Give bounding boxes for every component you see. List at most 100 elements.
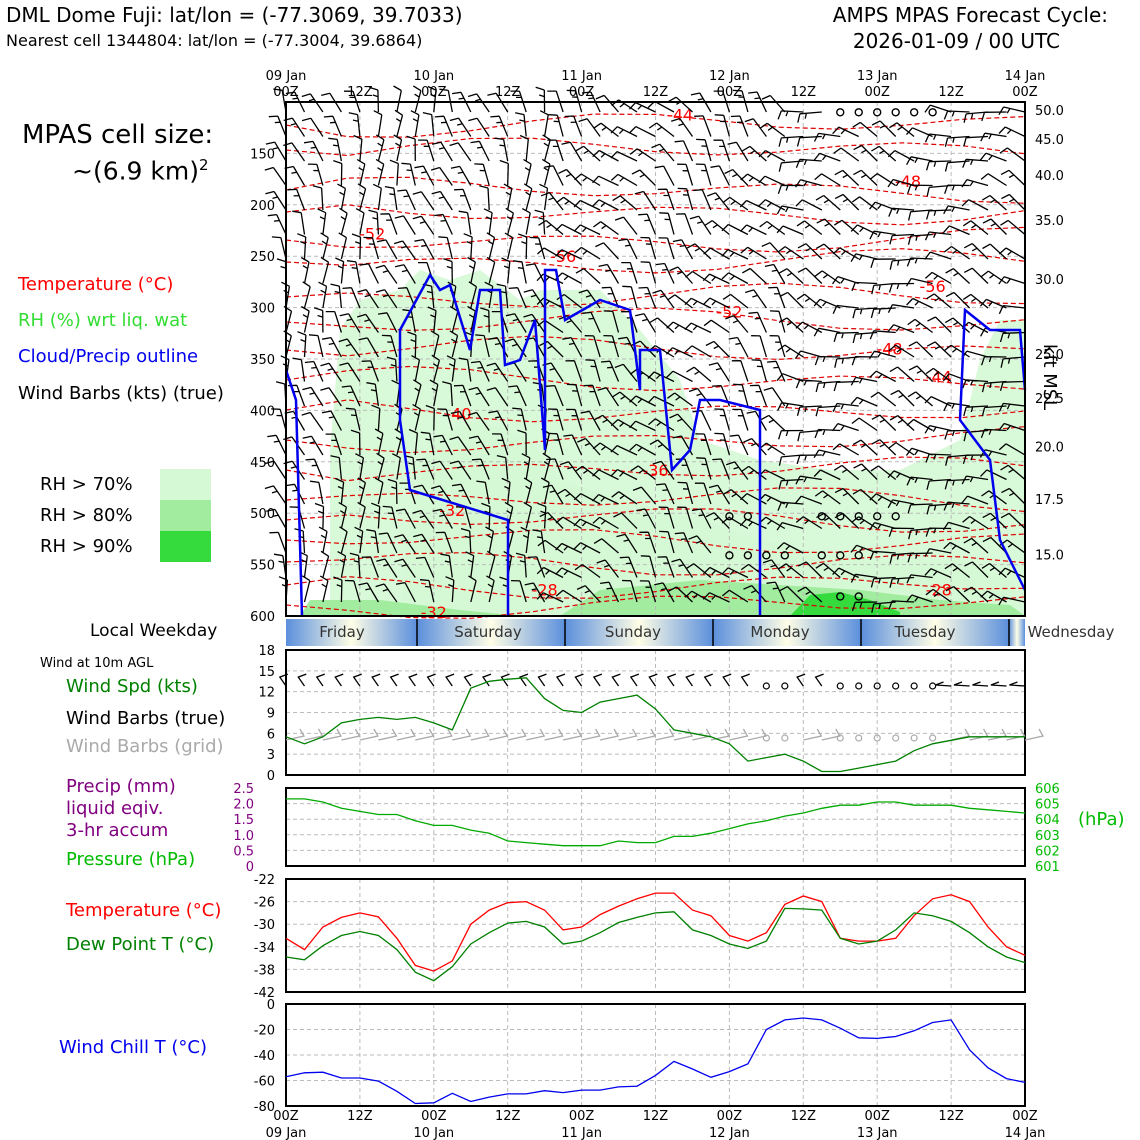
wind-barb [610,151,638,162]
wind-barb [442,381,453,407]
wind-barb [501,257,511,284]
wind-barb [741,145,767,162]
wind-barb [339,313,361,333]
wind-barb-true [278,673,289,687]
wind-barb [619,556,638,578]
wind-barb [512,407,527,431]
wind-barb [677,506,694,529]
wind-barb [387,478,398,505]
bottom-hour-label: 12Z [347,1109,373,1124]
wind-barb [943,344,970,358]
wind-barb [297,233,307,260]
wind-barb [305,458,324,480]
wind-barb [659,530,675,554]
wind-barb [759,220,786,236]
wind-barb [905,277,933,287]
wind-barb [610,445,638,456]
wind-barb [328,137,343,162]
wind-barb [777,429,804,440]
rh80-region [300,600,520,616]
wind-barb [703,319,730,334]
bottom-hour-label: 12Z [495,1109,521,1124]
wind-barb [635,313,657,333]
wind-barb-grid [322,728,342,741]
wind-barb [358,337,379,358]
wind-barb [797,111,822,123]
wind-barb [751,335,768,358]
calm-grid-marker [910,734,918,742]
wind-barb [943,245,970,260]
temperature-contour-line [285,551,1026,576]
wind-barb [479,185,490,211]
pressure-label: Pressure (hPa) [66,849,196,870]
wind-barb [852,488,878,505]
wind-barb [758,175,786,187]
wind-barb [654,165,675,186]
wind-barb [412,191,435,211]
wind-barb-grid [452,728,472,741]
wind-barb-grid [489,728,509,741]
wind-barb [412,403,421,431]
wind-barb-grid [1006,728,1026,741]
wind-barb [926,503,952,515]
wind-barb [887,150,915,162]
wind-barb [778,317,804,333]
wind-barb [420,431,435,456]
precip-label-3: 3-hr accum [66,820,169,841]
wind-barb [302,281,311,309]
wind-barb [267,434,287,456]
wind-barb [963,405,989,417]
wind-barb [266,508,287,529]
wind-barb [684,322,712,334]
wind-barb [561,141,583,162]
wind-barb [795,379,822,389]
wind-barb [723,489,749,505]
wind-barb [592,149,619,162]
wind-barb [908,341,934,358]
wind-barb [832,126,859,138]
wind-barb [337,183,347,211]
wind-barb [728,336,749,358]
wind-barb [382,505,398,529]
wind-barb [453,384,472,407]
wind-barb [640,555,657,578]
wind-barb [868,350,896,359]
wind-barb [945,291,971,309]
wind-barb [577,437,601,456]
wind-barb [927,316,952,333]
wind-barb [944,478,970,490]
wind-barb [574,173,601,187]
wind-barb [467,305,476,333]
wind-barb [629,126,656,138]
wind-barb [777,402,804,411]
wind-barb [814,428,841,439]
wind-barb [943,205,970,215]
wind-barb [797,429,822,442]
wind-barb [657,556,675,578]
wind-barb [287,188,306,211]
wind-barb [778,563,804,579]
wind-barb-true [629,673,640,687]
windchill-panel-tick-label: -80 [254,1100,275,1115]
wind-barb [924,271,952,285]
wind-barb-grid [396,728,416,741]
wind-barb [795,350,822,359]
wind-panel-tick-label: 12 [258,686,275,701]
wind-barb [375,583,398,603]
top-hour-label: 12Z [347,85,373,100]
wind-barb-grid [803,728,823,741]
wind-barb [542,134,551,162]
wind-barb [961,199,989,211]
wind-barb [618,238,638,260]
calm-grid-marker [892,734,900,742]
calm-wind-marker [725,551,734,560]
wind-barb [335,477,345,505]
wind-barb [401,162,416,186]
calm-wind-marker [891,108,900,117]
wind-barb [339,526,348,554]
wind-barb [685,563,712,579]
wind-barb [721,272,749,285]
wind-barb [639,531,657,554]
wind-barb [671,117,694,137]
wind-barb [667,294,693,309]
